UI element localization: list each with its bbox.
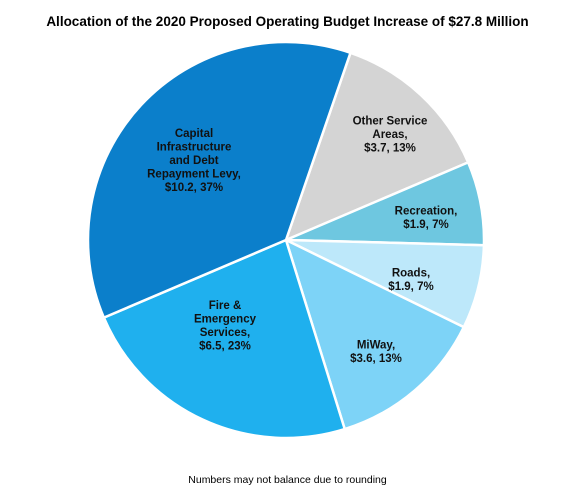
slice-label-line: Services, [200,327,251,339]
slice-label-line: and Debt [169,155,218,167]
slice-label-line: Recreation, [395,205,458,217]
slice-label-line: Capital [175,128,213,140]
slice-label-line: $1.9, 7% [388,281,433,293]
slice-label-line: $10.2, 37% [165,182,223,194]
slice-label-line: MiWay, [357,339,395,351]
chart-title: Allocation of the 2020 Proposed Operatin… [46,14,529,29]
slice-label-line: Repayment Levy, [147,169,241,181]
slice-label-line: $3.7, 13% [364,143,416,155]
pie-slice-fire-emergency-services [102,238,346,440]
pie-slice-other-service-areas [284,51,470,242]
slice-label-line: Other Service [353,116,428,128]
slice-label-line: $3.6, 13% [350,353,402,365]
slice-label-line: Fire & [209,300,242,312]
slice-label-line: Emergency [194,313,257,325]
slice-label-miway: MiWay, $3.6, 13% [350,339,402,365]
slice-label-line: Roads, [392,267,430,279]
slice-label-line: $1.9, 7% [403,219,448,231]
slice-label-other-service-areas: Other Service Areas, $3.7, 13% [353,116,428,155]
slice-label-fire-emergency-services: Fire & Emergency Services, $6.5, 23% [194,300,257,353]
slice-label-line: Areas, [372,129,407,141]
slice-label-line: Infrastructure [157,142,232,154]
slice-label-recreation: Recreation, $1.9, 7% [395,205,458,231]
slice-label-capital-infrastructure: Capital Infrastructure and Debt Repayment L… [147,128,241,194]
footnote: Numbers may not balance due to rounding [188,474,387,486]
slice-label-roads: Roads, $1.9, 7% [388,267,433,293]
slice-label-line: $6.5, 23% [199,340,251,352]
pie-slice-capital-infrastructure [86,40,352,319]
